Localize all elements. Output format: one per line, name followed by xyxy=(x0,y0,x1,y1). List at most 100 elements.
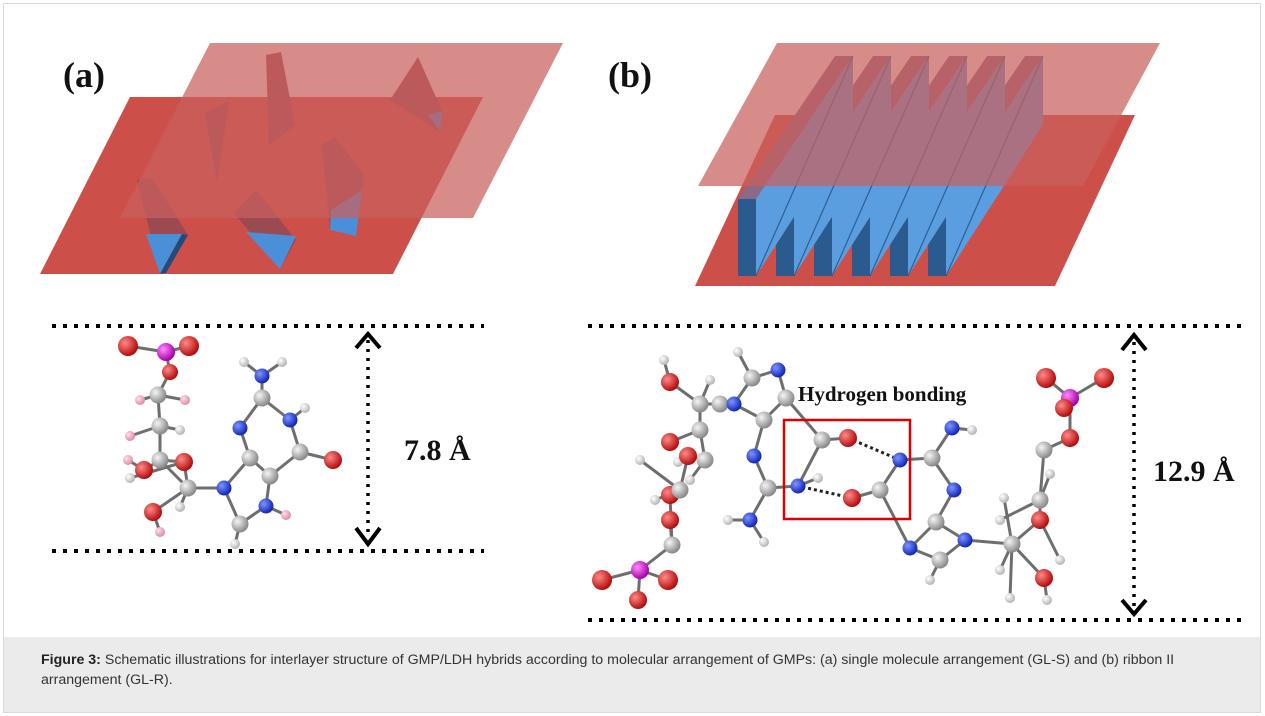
atom-H xyxy=(1055,555,1065,565)
atom-N xyxy=(946,482,962,498)
atom-H xyxy=(999,493,1009,503)
atom-C xyxy=(743,369,761,387)
atom-P xyxy=(157,343,175,361)
atom-H xyxy=(685,475,695,485)
atom-N xyxy=(892,452,908,468)
atom-H xyxy=(723,515,733,525)
layer-top-b xyxy=(698,43,1160,186)
atom-O xyxy=(324,451,342,469)
atom-H xyxy=(1042,595,1052,605)
atom-O xyxy=(843,489,861,507)
atom-O xyxy=(658,570,678,590)
atom-O xyxy=(679,447,697,465)
panel-a-layers xyxy=(40,43,563,274)
atom-H xyxy=(277,357,287,367)
layer-top-a xyxy=(120,43,563,218)
panel-a-distance xyxy=(52,324,484,553)
hydrogen-bonding-label: Hydrogen bonding xyxy=(798,382,967,406)
atom-O xyxy=(661,373,679,391)
atom-C xyxy=(1031,491,1049,509)
atom-H xyxy=(125,431,135,441)
atom-C xyxy=(231,515,249,533)
panel-b-label: (b) xyxy=(608,55,652,95)
atom-O xyxy=(1055,399,1073,417)
atom-O xyxy=(661,433,679,451)
atom-H xyxy=(925,575,935,585)
atom-H xyxy=(281,510,291,520)
atom-C xyxy=(1035,441,1053,459)
atom-H xyxy=(180,395,190,405)
atom-N xyxy=(742,512,758,528)
atom-N xyxy=(746,448,762,464)
atom-H xyxy=(995,565,1005,575)
atom-C xyxy=(151,451,169,469)
atom-H xyxy=(650,495,660,505)
atom-H xyxy=(175,502,185,512)
atom-H xyxy=(239,357,249,367)
gmp-ribbon-molecules-b xyxy=(592,347,1114,609)
atom-H xyxy=(125,473,135,483)
atom-H xyxy=(659,355,669,365)
atom-H xyxy=(1005,593,1015,603)
bond xyxy=(796,438,824,488)
caption-text: Schematic illustrations for interlayer s… xyxy=(41,652,1175,688)
atom-C xyxy=(927,513,945,531)
atom-O xyxy=(144,503,162,521)
atom-C xyxy=(149,386,167,404)
atom-H xyxy=(135,395,145,405)
atom-O xyxy=(118,336,138,356)
atom-C xyxy=(291,443,309,461)
atom-O xyxy=(1094,368,1114,388)
atom-H xyxy=(230,539,240,549)
atom-C xyxy=(923,449,941,467)
atom-N xyxy=(790,478,806,494)
atom-N xyxy=(902,540,918,556)
bond xyxy=(1008,542,1014,600)
panel-a-label: (a) xyxy=(63,55,105,95)
atom-C xyxy=(663,536,681,554)
atom-O xyxy=(135,461,153,479)
atom-C xyxy=(871,481,889,499)
atom-P xyxy=(631,561,649,579)
atom-C xyxy=(813,431,831,449)
atom-N xyxy=(282,412,298,428)
atom-H xyxy=(733,347,743,357)
distance-a-label: 7.8 Å xyxy=(404,434,471,467)
gmp-molecule-a xyxy=(118,336,342,549)
atom-O xyxy=(839,429,857,447)
atom-H xyxy=(813,473,823,483)
atom-C xyxy=(1003,535,1021,553)
atom-N xyxy=(957,532,973,548)
hydrogen-bond-box xyxy=(782,418,912,521)
atom-O xyxy=(179,336,199,356)
atom-N xyxy=(254,368,270,384)
atom-C xyxy=(755,411,773,429)
atom-O xyxy=(162,364,178,380)
atom-C xyxy=(151,417,169,435)
atom-O xyxy=(1035,569,1053,587)
atom-O xyxy=(629,591,647,609)
atom-C xyxy=(691,421,709,439)
atom-O xyxy=(175,453,193,471)
atom-H xyxy=(123,455,133,465)
figure-caption: Figure 3: Schematic illustrations for in… xyxy=(4,637,1260,712)
atom-C xyxy=(931,551,949,569)
atom-H xyxy=(1045,469,1055,479)
ribbon-face-b xyxy=(738,199,756,276)
atom-C xyxy=(777,389,795,407)
atom-H xyxy=(967,425,977,435)
atom-O xyxy=(661,511,679,529)
atom-N xyxy=(944,420,960,436)
atom-H xyxy=(155,527,165,537)
atom-H xyxy=(300,403,310,413)
atom-C xyxy=(671,481,689,499)
atom-N xyxy=(216,480,232,496)
distance-b-label: 12.9 Å xyxy=(1153,455,1235,488)
caption-label: Figure 3: xyxy=(41,652,101,668)
atom-N xyxy=(770,362,786,378)
atom-H xyxy=(759,537,769,547)
atom-C xyxy=(691,395,709,413)
panel-b-distance xyxy=(588,324,1243,622)
atom-H xyxy=(175,425,185,435)
